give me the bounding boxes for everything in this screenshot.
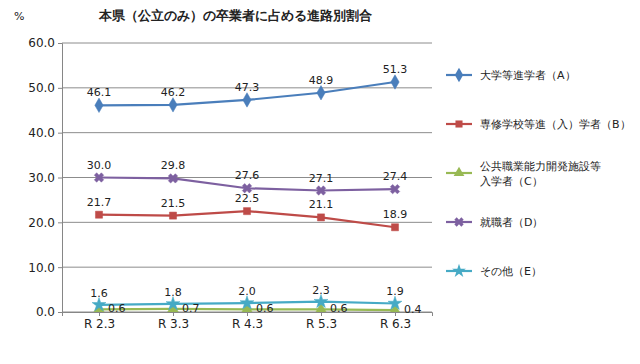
data-label: 47.3 — [235, 81, 260, 94]
plot-area — [92, 75, 402, 312]
marker — [317, 214, 324, 221]
x-tick-mark — [395, 312, 396, 316]
data-label: 21.7 — [87, 196, 112, 209]
x-tick-mark — [247, 312, 248, 316]
marker — [243, 208, 250, 215]
legend-label: 大学等進学者（A） — [480, 69, 576, 82]
marker — [388, 182, 402, 196]
legend-label: 就職者（D） — [480, 216, 543, 229]
y-tick-label: 30.0 — [28, 171, 55, 185]
y-tick-label: 10.0 — [28, 261, 55, 275]
legend-label: 公共職業能力開発施設等入学者（C） — [480, 160, 601, 188]
y-tick: 0.0 — [36, 305, 62, 319]
y-tick-label: 40.0 — [28, 126, 55, 140]
marker — [391, 224, 398, 231]
y-tick-mark — [58, 312, 62, 313]
y-tick: 40.0 — [28, 126, 62, 140]
title: 本県（公立のみ）の卒業者に占める進路別割合 — [98, 8, 372, 23]
legend-marker — [454, 167, 465, 176]
x-tick-label: R 3.3 — [158, 317, 189, 331]
legend-marker — [452, 264, 466, 277]
data-label: 27.1 — [309, 172, 334, 185]
data-label: 27.4 — [383, 170, 408, 183]
y-tick-label: 50.0 — [28, 81, 55, 95]
legend-label: その他（E） — [480, 265, 542, 278]
marker — [317, 86, 325, 100]
legend-marker — [455, 120, 462, 127]
data-labels: 46.1 46.2 47.3 48.9 51.3 21.7 21.5 22.5 21.1 18.9… — [87, 63, 422, 316]
y-tick-mark — [58, 178, 62, 179]
data-label: 21.1 — [309, 198, 334, 211]
y-tick: 60.0 — [28, 36, 62, 50]
y-tick-mark — [58, 267, 62, 268]
x-tick-label: R 4.3 — [232, 317, 263, 331]
data-label: 0.7 — [182, 302, 200, 315]
y-tick-mark — [58, 222, 62, 223]
legend-item: 公共職業能力開発施設等入学者（C） — [446, 160, 601, 188]
marker — [314, 183, 328, 197]
y-tick-label: 60.0 — [28, 36, 55, 50]
marker — [391, 75, 399, 89]
x-tick-mark — [321, 312, 322, 316]
data-label: 2.0 — [238, 285, 256, 298]
data-label: 1.9 — [386, 285, 404, 298]
y-axis-title: % — [14, 10, 24, 23]
legend-marker — [455, 68, 463, 82]
data-label: 27.6 — [235, 169, 260, 182]
grid-line — [62, 267, 432, 268]
data-label: 51.3 — [383, 63, 408, 76]
legend: 大学等進学者（A） 専修学校等進（入）学者（B） 公共職業能力開発施設等入学者（C）… — [446, 68, 631, 278]
y-axis-line — [58, 44, 63, 313]
marker — [95, 98, 103, 112]
grid-line — [62, 43, 432, 44]
data-label: 22.5 — [235, 192, 260, 205]
legend-item: その他（E） — [446, 264, 542, 278]
x-tick-label: R 5.3 — [306, 317, 337, 331]
marker — [95, 211, 102, 218]
data-label: 1.8 — [164, 286, 182, 299]
marker — [169, 98, 177, 112]
data-label: 1.6 — [90, 287, 108, 300]
y-tick-mark — [58, 88, 62, 89]
grid-line — [62, 132, 432, 133]
data-label: 30.0 — [87, 159, 112, 172]
y-axis: 0.0 10.0 20.0 30.0 40.0 50.0 60.0 — [28, 36, 62, 319]
data-label: 0.6 — [256, 302, 274, 315]
data-label: 0.6 — [108, 302, 126, 315]
y-tick-mark — [58, 43, 62, 44]
y-tick: 10.0 — [28, 261, 62, 275]
legend-item: 大学等進学者（A） — [446, 68, 576, 82]
marker — [243, 93, 251, 107]
marker — [169, 212, 176, 219]
data-label: 29.8 — [161, 159, 186, 172]
grid-line — [62, 222, 432, 223]
legend-label: 専修学校等進（入）学者（B） — [480, 118, 631, 131]
chart: 本県（公立のみ）の卒業者に占める進路別割合% 0.0 10.0 20.0 30.0 40.… — [0, 0, 640, 364]
y-tick-label: 20.0 — [28, 216, 55, 230]
x-tick-label: R 2.3 — [84, 317, 115, 331]
grid — [62, 43, 432, 312]
y-tick: 20.0 — [28, 216, 62, 230]
data-label: 21.5 — [161, 197, 186, 210]
y-tick: 50.0 — [28, 81, 62, 95]
y-tick-label: 0.0 — [36, 305, 55, 319]
marker — [92, 170, 106, 184]
data-label: 46.2 — [161, 86, 186, 99]
marker — [166, 171, 180, 185]
legend-marker — [452, 215, 466, 229]
data-label: 48.9 — [309, 74, 334, 87]
legend-item: 専修学校等進（入）学者（B） — [446, 118, 631, 131]
data-label: 0.4 — [404, 303, 422, 316]
data-label: 0.6 — [330, 302, 348, 315]
x-tick-mark — [173, 312, 174, 316]
x-tick-label: R 6.3 — [380, 317, 411, 331]
data-label: 46.1 — [87, 86, 112, 99]
y-tick: 30.0 — [28, 171, 62, 185]
data-label: 18.9 — [383, 208, 408, 221]
legend-item: 就職者（D） — [446, 215, 543, 229]
x-tick-mark — [99, 312, 100, 316]
y-tick-mark — [58, 133, 62, 134]
data-label: 2.3 — [312, 284, 330, 297]
